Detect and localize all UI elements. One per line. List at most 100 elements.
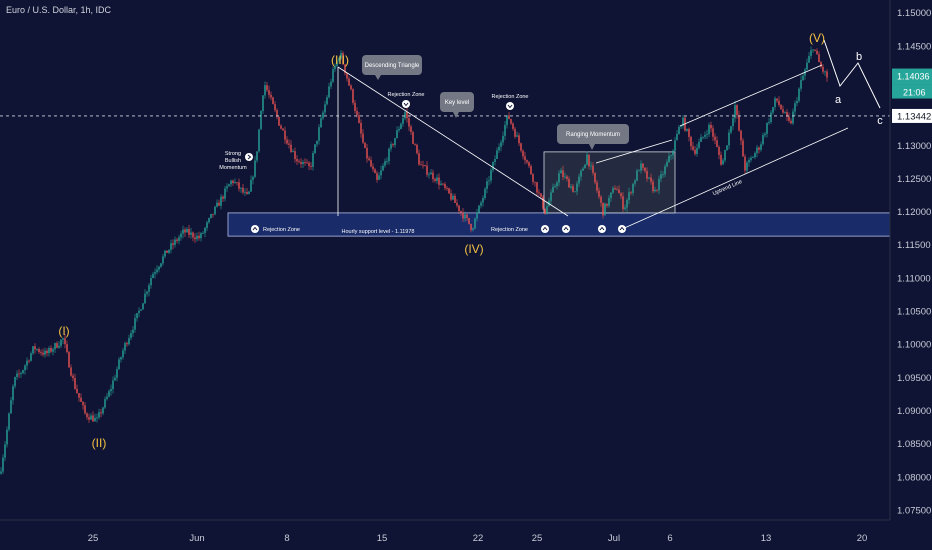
- y-tick-label: 1.09500: [897, 373, 931, 384]
- candle-body: [158, 266, 160, 270]
- candle-body: [8, 413, 10, 430]
- candle-body: [506, 115, 508, 125]
- candle-body: [14, 377, 16, 387]
- candle-body: [178, 237, 180, 241]
- candle-body: [478, 205, 480, 213]
- candle-body: [172, 243, 174, 245]
- chart-title: Euro / U.S. Dollar, 1h, IDC: [6, 5, 112, 15]
- candle-body: [386, 161, 388, 163]
- ranging-momentum-callout-text: Ranging Momentum: [566, 132, 620, 138]
- candle-body: [408, 118, 410, 127]
- candle-body: [68, 352, 70, 368]
- candle-body: [710, 124, 712, 129]
- candle-body: [682, 117, 684, 126]
- candle-body: [426, 165, 428, 175]
- candle-body: [782, 109, 784, 113]
- range-pointer-line: [595, 139, 673, 164]
- candle-body: [544, 208, 546, 214]
- candle-body: [634, 180, 636, 184]
- candle-body: [162, 256, 164, 264]
- arrow-marker: [251, 225, 259, 233]
- candle-body: [642, 163, 644, 168]
- candle-body: [272, 97, 274, 105]
- candle-body: [694, 149, 696, 154]
- candle-body: [516, 135, 518, 137]
- candle-body: [774, 98, 776, 108]
- candle-body: [696, 147, 698, 154]
- candle-body: [34, 346, 36, 350]
- candle-body: [240, 187, 242, 189]
- candle-body: [532, 174, 534, 182]
- candle-body: [482, 198, 484, 203]
- candle-body: [78, 393, 80, 398]
- candle-body: [24, 365, 26, 371]
- candle-body: [458, 205, 460, 212]
- candle-body: [764, 133, 766, 136]
- candle-body: [244, 191, 246, 193]
- candle-body: [278, 116, 280, 126]
- candle-body: [738, 115, 740, 131]
- candle-body: [388, 148, 390, 162]
- candle-body: [214, 206, 216, 215]
- candle-body: [732, 118, 734, 127]
- candle-body: [444, 184, 446, 189]
- candle-body: [648, 177, 650, 179]
- candle-body: [770, 112, 772, 122]
- candle-body: [198, 235, 200, 239]
- support-level-label: Hourly support level - 1.11978: [342, 229, 415, 235]
- candle-body: [598, 190, 600, 197]
- candle-body: [632, 183, 634, 193]
- candle-body: [714, 136, 716, 141]
- candle-body: [138, 310, 140, 314]
- candle-body: [416, 144, 418, 154]
- countdown-label: 21:06: [903, 88, 926, 98]
- candle-body: [100, 412, 102, 414]
- candle-body: [80, 397, 82, 402]
- candle-body: [708, 124, 710, 135]
- x-axis: 25 Jun 8 15 22 25 Jul 6 13 20: [88, 533, 868, 544]
- candle-body: [798, 88, 800, 101]
- candle-body: [584, 164, 586, 169]
- candle-body: [568, 178, 570, 188]
- candle-body: [36, 349, 38, 350]
- arrow-marker: [598, 225, 606, 233]
- candle-body: [466, 214, 468, 218]
- candle-body: [390, 144, 392, 149]
- overlays-layer: (I) (II) (III) (IV) (V) a b c StrongBullishMomen…: [0, 31, 890, 450]
- candle-body: [92, 415, 94, 422]
- candle-body: [288, 143, 290, 145]
- candle-body: [48, 347, 50, 354]
- arrow-glyph: [252, 226, 258, 231]
- candle-body: [556, 182, 558, 186]
- x-tick-label: 15: [377, 533, 388, 544]
- candle-body: [40, 352, 42, 353]
- x-tick-label: 25: [88, 533, 99, 544]
- candle-body: [418, 153, 420, 165]
- candle-body: [468, 217, 470, 224]
- candle-body: [690, 136, 692, 147]
- candle-body: [470, 223, 472, 230]
- candle-body: [22, 370, 24, 374]
- candle-body: [528, 162, 530, 167]
- x-tick-label: Jun: [189, 533, 204, 544]
- candle-body: [308, 162, 310, 167]
- candle-body: [310, 166, 312, 167]
- candle-body: [778, 100, 780, 105]
- candle-body: [564, 176, 566, 178]
- x-tick-label: 6: [667, 533, 672, 544]
- candle-body: [168, 249, 170, 253]
- candle-body: [318, 127, 320, 141]
- candle-body: [500, 142, 502, 147]
- candle-body: [128, 338, 130, 345]
- candle-body: [38, 349, 40, 353]
- candle-body: [148, 285, 150, 292]
- candle-body: [6, 429, 8, 445]
- candle-body: [524, 156, 526, 161]
- candle-body: [118, 359, 120, 370]
- candle-body: [664, 166, 666, 175]
- candle-body: [604, 203, 606, 216]
- candle-body: [154, 272, 156, 274]
- candle-body: [526, 160, 528, 163]
- candle-body: [260, 110, 262, 130]
